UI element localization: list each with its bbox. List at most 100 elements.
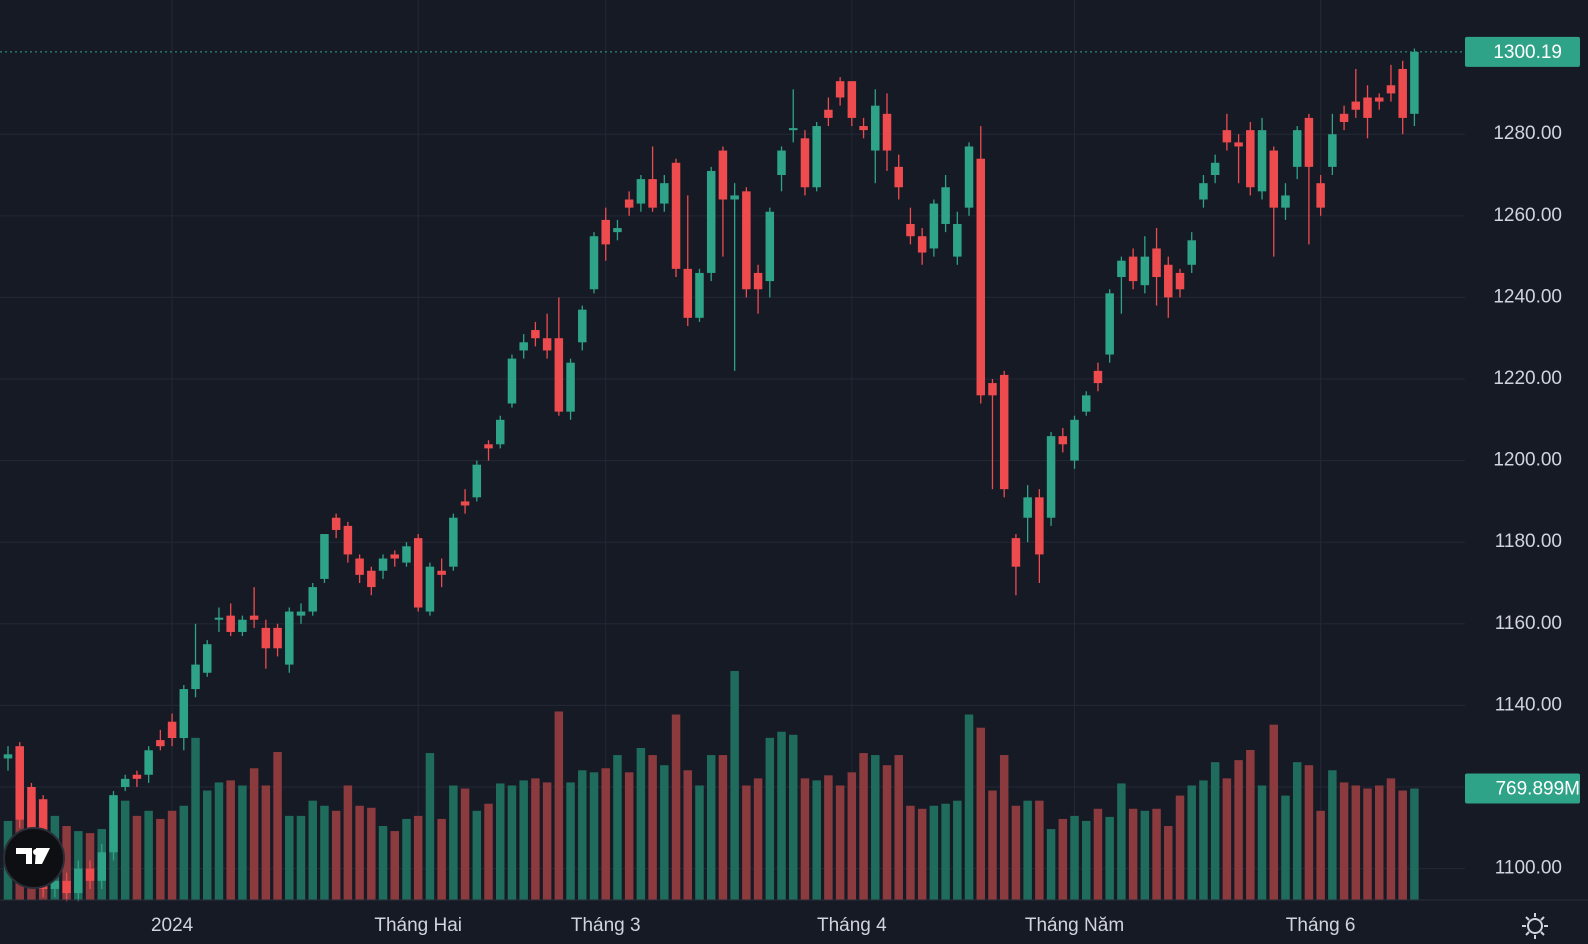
volume-bar	[1140, 810, 1150, 900]
candle-body	[390, 554, 400, 559]
volume-bar	[976, 727, 986, 900]
y-tick-label: 1280.00	[1493, 123, 1562, 144]
volume-bar	[753, 778, 763, 900]
candle-body	[953, 223, 962, 257]
volume-bar	[320, 805, 329, 900]
volume-bar	[1128, 808, 1138, 900]
volume-bar	[460, 788, 470, 900]
candle-body	[1081, 395, 1091, 412]
candle-body	[718, 150, 728, 200]
candle-body	[191, 664, 200, 690]
volume-bar	[62, 826, 71, 900]
volume-bar	[413, 815, 423, 900]
volume-bar	[812, 780, 821, 900]
volume-bar	[1023, 800, 1032, 900]
volume-bar	[261, 785, 271, 900]
candle-body	[730, 195, 739, 200]
volume-bar	[765, 737, 775, 900]
candle-body	[495, 419, 505, 445]
x-tick-label: 2024	[151, 915, 194, 936]
candle-body	[1398, 68, 1407, 118]
volume-bar	[1152, 808, 1161, 900]
candle-body	[460, 501, 470, 506]
volume-bar	[1011, 805, 1021, 900]
candle-body	[179, 689, 189, 739]
volume-bar	[167, 810, 177, 900]
candle-body	[1363, 97, 1372, 118]
volume-bar	[964, 714, 974, 900]
volume-bar	[706, 755, 716, 900]
candle-body	[343, 525, 353, 555]
volume-bar	[1070, 815, 1079, 900]
candle-body	[144, 750, 153, 775]
candle-body	[273, 627, 282, 649]
candle-body	[636, 179, 646, 204]
candle-body	[449, 517, 458, 567]
volume-bar	[1164, 826, 1173, 900]
candle-body	[238, 619, 247, 632]
candle-body	[308, 587, 317, 612]
volume-bar	[847, 772, 857, 900]
volume-bar	[519, 780, 528, 900]
candle-body	[999, 374, 1009, 490]
volume-bar	[285, 815, 294, 900]
candle-body	[1234, 142, 1243, 147]
volume-bar	[824, 775, 833, 900]
volume-bar	[1222, 778, 1232, 900]
last-volume-tag	[1465, 773, 1580, 804]
volume-bar	[1316, 810, 1325, 900]
volume-bar	[1281, 795, 1290, 900]
candle-body	[648, 179, 657, 208]
candle-body	[824, 109, 833, 118]
volume-bar	[273, 752, 282, 900]
x-tick-label: Tháng Năm	[1025, 915, 1124, 936]
volume-bar	[906, 805, 915, 900]
volume-bar	[1105, 816, 1114, 900]
volume-bar	[929, 805, 939, 900]
candle-body	[1304, 117, 1314, 167]
volume-bar	[648, 755, 657, 900]
candle-body	[906, 223, 915, 237]
candle-body	[413, 538, 423, 608]
candle-body	[120, 778, 130, 787]
sun-rays	[1522, 913, 1548, 939]
settings-icon[interactable]	[1522, 913, 1548, 939]
candle-body	[753, 272, 763, 290]
candle-body	[3, 754, 13, 759]
volume-bar	[917, 808, 927, 900]
candle-body	[800, 138, 810, 188]
volume-bar	[871, 755, 880, 900]
candle-body	[660, 183, 669, 204]
candle-body	[15, 746, 24, 820]
volume-bar	[660, 765, 669, 900]
volume-bar	[531, 778, 540, 900]
volume-bar	[1234, 760, 1243, 900]
volume-bar	[718, 755, 728, 900]
candle-body	[296, 611, 306, 616]
x-tick-label: Tháng 6	[1286, 915, 1356, 936]
y-tick-label: 1180.00	[1495, 531, 1562, 552]
candle-body	[1269, 150, 1279, 208]
volume-bar	[788, 734, 798, 900]
volume-bar	[695, 785, 704, 900]
candle-body	[1339, 113, 1349, 122]
volume-bar	[214, 782, 224, 900]
candle-body	[1374, 97, 1384, 102]
candle-body	[742, 191, 751, 290]
candle-body	[589, 236, 599, 290]
tradingview-logo[interactable]	[3, 827, 65, 889]
candle-body	[1140, 256, 1150, 286]
candle-body	[472, 464, 482, 498]
volume-bar	[566, 782, 575, 900]
volume-bar	[331, 810, 341, 900]
volume-bar	[202, 790, 212, 900]
volume-bar	[1269, 724, 1279, 900]
volume-bar	[1257, 785, 1267, 900]
volume-bar	[554, 711, 564, 900]
candle-body	[859, 126, 868, 131]
last-volume-label: 769.899M	[1495, 779, 1580, 800]
candle-body	[74, 868, 83, 894]
volume-bar	[882, 765, 892, 900]
candle-body	[917, 236, 927, 253]
